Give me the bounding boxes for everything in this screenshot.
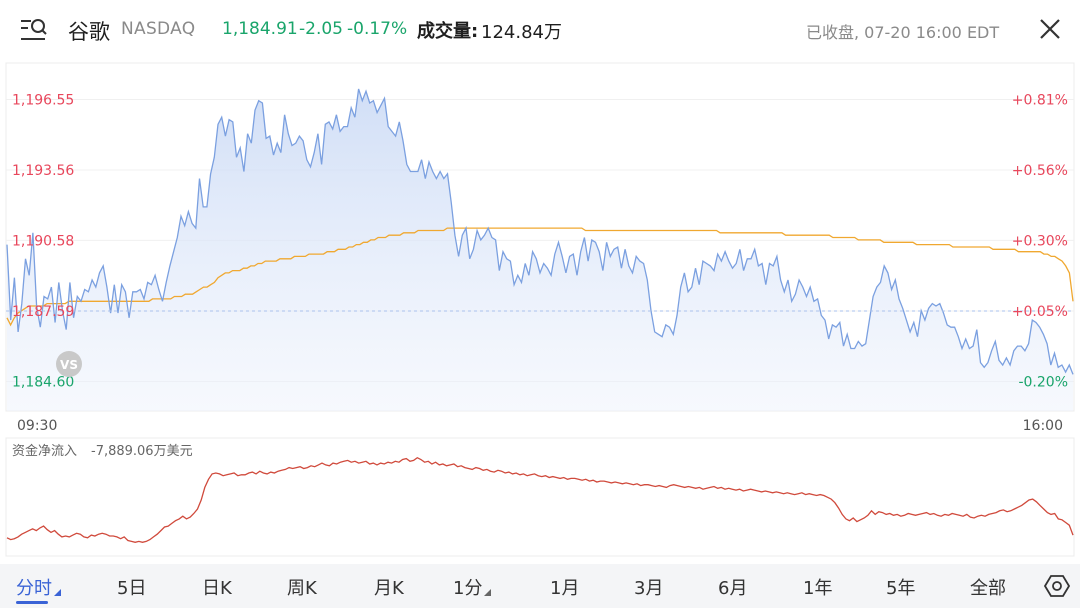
y-tick-left: 1,196.55 — [12, 92, 74, 108]
stock-name: 谷歌 — [68, 20, 110, 44]
market-status: 已收盘, 07-20 16:00 EDT — [806, 23, 1000, 42]
y-axis-left: 1,196.55 1,193.56 1,190.58 1,187.59 1,184.60 — [12, 92, 74, 390]
y-tick-left: 1,184.60 — [12, 375, 74, 391]
y-tick-left: 1,193.56 — [12, 163, 74, 179]
tab-6month[interactable]: 6月 — [718, 578, 748, 599]
y-tick-right: +0.81% — [1012, 92, 1068, 108]
exchange-label: NASDAQ — [121, 19, 196, 39]
last-price: 1,184.91 — [222, 19, 298, 39]
y-axis-right: +0.81% +0.56% +0.30% +0.05% -0.20% — [1012, 92, 1068, 390]
tab-5day[interactable]: 5日 — [117, 578, 147, 599]
y-tick-right: -0.20% — [1018, 375, 1068, 391]
price-change-percent: -0.17% — [347, 19, 408, 39]
price-line — [6, 88, 1074, 375]
y-tick-right: +0.30% — [1012, 233, 1068, 249]
average-price-line — [6, 227, 1074, 327]
volume-label: 成交量: — [417, 21, 479, 42]
flow-value: -7,889.06万美元 — [91, 444, 193, 459]
tab-weekly-k[interactable]: 周K — [287, 578, 317, 599]
flow-title: 资金净流入 — [12, 443, 77, 459]
tab-3month[interactable]: 3月 — [634, 578, 664, 599]
fund-flow-line — [6, 456, 1074, 543]
vs-label: VS — [60, 358, 78, 372]
flow-panel-frame — [5, 437, 1075, 557]
x-tick-open: 09:30 — [17, 418, 57, 434]
intraday-chart[interactable]: 1,196.55 1,193.56 1,190.58 1,187.59 1,184.60… — [0, 60, 1080, 560]
tab-1month[interactable]: 1月 — [550, 578, 580, 599]
y-tick-right: +0.05% — [1012, 304, 1068, 320]
dropdown-caret-icon — [484, 589, 492, 596]
vs-compare-button[interactable]: VS — [56, 351, 82, 377]
tab-all[interactable]: 全部 — [970, 578, 1006, 599]
tab-intraday[interactable]: 分时 — [16, 574, 61, 600]
chart-area: 1,196.55 1,193.56 1,190.58 1,187.59 1,184.60… — [0, 60, 1080, 560]
settings-hex-icon[interactable] — [1044, 574, 1070, 598]
quote-header: 谷歌 NASDAQ 1,184.91 -2.05 -0.17% 成交量: 124… — [0, 0, 1080, 60]
x-tick-close: 16:00 — [1023, 418, 1063, 434]
active-tab-indicator — [16, 601, 48, 604]
tab-monthly-k[interactable]: 月K — [374, 578, 404, 599]
dropdown-caret-icon — [54, 589, 61, 596]
price-area — [7, 88, 1073, 412]
tab-1min[interactable]: 1分 — [453, 574, 492, 600]
tab-1year[interactable]: 1年 — [803, 578, 833, 599]
volume-value: 124.84万 — [481, 22, 562, 43]
price-change: -2.05 — [299, 19, 343, 39]
y-tick-right: +0.56% — [1012, 163, 1068, 179]
period-tab-bar: 分时 5日 日K 周K 月K 1分 1月 3月 6月 1年 5年 全部 — [0, 564, 1080, 608]
menu-search-icon[interactable] — [18, 16, 48, 44]
y-tick-left: 1,187.59 — [12, 304, 74, 320]
tab-5year[interactable]: 5年 — [886, 578, 916, 599]
close-icon[interactable] — [1036, 15, 1064, 43]
y-tick-left: 1,190.58 — [12, 233, 74, 249]
tab-daily-k[interactable]: 日K — [202, 578, 232, 599]
